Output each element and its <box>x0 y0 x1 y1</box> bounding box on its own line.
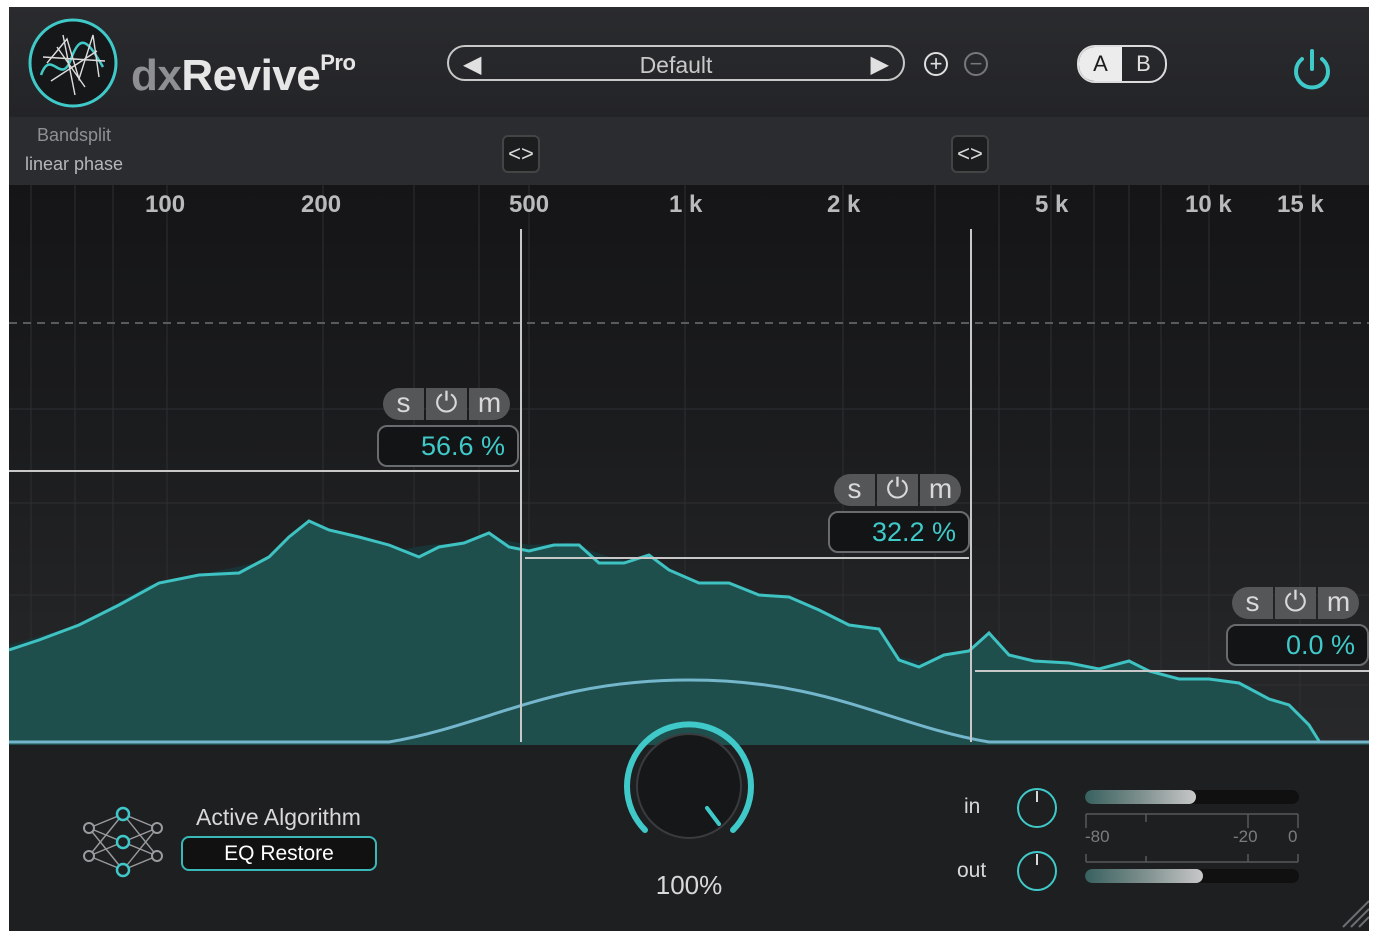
app-title-prefix: dx <box>131 51 182 100</box>
crossover-handle-2[interactable]: <> <box>951 135 989 173</box>
preset-name: Default <box>639 52 713 78</box>
algorithm-selector[interactable]: EQ Restore <box>181 836 377 871</box>
resize-grip-icon[interactable] <box>1337 895 1369 929</box>
freq-tick-2k: 2 k <box>827 191 861 218</box>
power-icon[interactable] <box>1287 45 1337 95</box>
active-algorithm-label: Active Algorithm <box>196 804 361 830</box>
band-1-solo-button[interactable]: s <box>383 388 424 420</box>
bandsplit-bar <box>9 117 1369 185</box>
mix-knob[interactable] <box>613 710 765 862</box>
meter-scale <box>1085 813 1299 863</box>
band-2-power-icon[interactable]: ⏻ <box>877 474 918 506</box>
band-2-controls: s ⏻ m <box>834 474 961 506</box>
add-preset-icon[interactable]: + <box>924 52 948 76</box>
freq-tick-1k: 1 k <box>669 191 703 218</box>
band-3-solo-button[interactable]: s <box>1232 587 1273 619</box>
app-title-main: Revive <box>181 51 321 100</box>
input-meter <box>1085 790 1299 804</box>
freq-tick-500: 500 <box>509 191 550 218</box>
processing-curve <box>9 678 1369 744</box>
meter-scale-max: 0 <box>1288 827 1298 846</box>
band-1-controls: s ⏻ m <box>383 388 510 420</box>
band-2-mute-button[interactable]: m <box>920 474 961 506</box>
preset-prev-icon[interactable]: ◀ <box>463 51 482 78</box>
input-label: in <box>964 795 981 818</box>
output-label: out <box>957 859 987 882</box>
freq-tick-200: 200 <box>301 191 342 218</box>
bandsplit-title: Bandsplit <box>37 125 112 145</box>
output-meter-fill <box>1085 869 1203 883</box>
meter-scale-mid: -20 <box>1233 827 1258 846</box>
band-3-mute-button[interactable]: m <box>1318 587 1359 619</box>
freq-tick-15k: 15 k <box>1277 191 1324 218</box>
freq-tick-10k: 10 k <box>1185 191 1232 218</box>
ab-compare[interactable]: A B <box>1077 45 1167 83</box>
app-title: dxRevivePro <box>131 50 356 101</box>
app-title-suffix: Pro <box>320 50 356 76</box>
crossover-handle-1[interactable]: <> <box>502 135 540 173</box>
neural-network-icon <box>83 806 163 878</box>
header-bar: dxRevivePro ◀ Default ▶ + − A B <box>9 7 1369 117</box>
plugin-window: dxRevivePro ◀ Default ▶ + − A B Bandspli… <box>9 7 1369 931</box>
spectrum-fill <box>9 521 1369 745</box>
band-1-amount[interactable]: 56.6 % <box>377 425 519 467</box>
output-meter <box>1085 869 1299 883</box>
freq-tick-5k: 5 k <box>1035 191 1069 218</box>
ab-a-button[interactable]: A <box>1079 47 1122 81</box>
input-meter-fill <box>1085 790 1197 804</box>
output-gain-knob[interactable] <box>1015 849 1059 893</box>
remove-preset-icon[interactable]: − <box>964 52 988 76</box>
preset-selector[interactable]: ◀ Default ▶ <box>447 45 905 81</box>
band-2-amount[interactable]: 32.2 % <box>828 511 970 553</box>
spectrum-graph <box>9 185 1369 745</box>
band-3-controls: s ⏻ m <box>1232 587 1359 619</box>
mix-value: 100% <box>655 870 723 900</box>
spectrum-display <box>9 185 1369 745</box>
band-1-mute-button[interactable]: m <box>469 388 510 420</box>
bandsplit-mode[interactable]: linear phase <box>25 154 124 174</box>
logo-icon <box>28 18 118 108</box>
band-2-solo-button[interactable]: s <box>834 474 875 506</box>
band-3-power-icon[interactable]: ⏻ <box>1275 587 1316 619</box>
input-gain-knob[interactable] <box>1015 786 1059 830</box>
meter-scale-min: -80 <box>1085 827 1110 846</box>
band-1-power-icon[interactable]: ⏻ <box>426 388 467 420</box>
spectrum-line <box>9 519 1321 742</box>
ab-b-button[interactable]: B <box>1136 51 1151 76</box>
freq-tick-100: 100 <box>145 191 186 218</box>
band-3-amount[interactable]: 0.0 % <box>1226 624 1369 666</box>
preset-next-icon[interactable]: ▶ <box>870 51 889 78</box>
